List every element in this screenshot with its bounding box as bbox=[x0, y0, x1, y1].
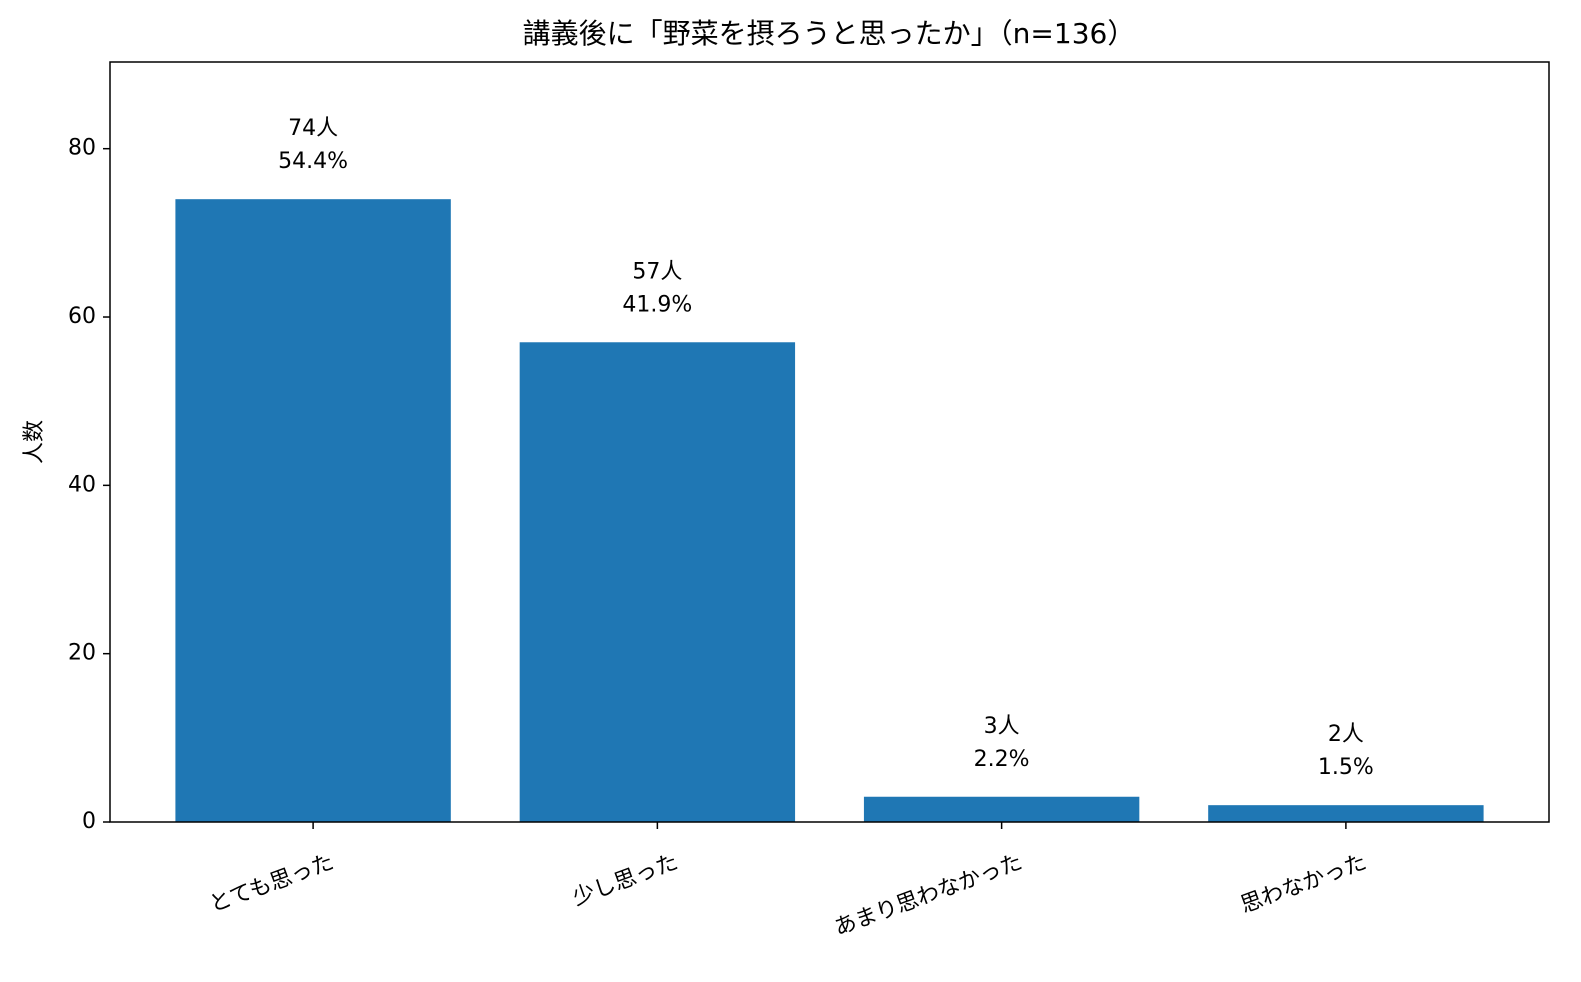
x-tick-label: 少し思った bbox=[570, 850, 682, 911]
percentage-label: 41.9% bbox=[622, 292, 692, 317]
value-label: 74人 bbox=[288, 116, 338, 141]
x-tick-label: とても思った bbox=[206, 850, 337, 918]
x-tick-label: あまり思わなかった bbox=[831, 850, 1026, 941]
chart-title: 講義後に「野菜を摂ろうと思ったか」（n=136） bbox=[523, 17, 1136, 50]
bar bbox=[519, 342, 796, 822]
bar bbox=[863, 796, 1140, 822]
y-tick-label: 0 bbox=[82, 809, 96, 834]
percentage-label: 2.2% bbox=[974, 747, 1030, 772]
value-label: 57人 bbox=[632, 259, 682, 284]
x-tick-label: 思わなかった bbox=[1237, 850, 1370, 919]
bar bbox=[1208, 805, 1484, 822]
value-label: 3人 bbox=[984, 714, 1020, 739]
y-tick-label: 40 bbox=[68, 472, 96, 497]
percentage-label: 54.4% bbox=[278, 149, 348, 174]
bar bbox=[175, 199, 451, 823]
plot-frame bbox=[109, 61, 1550, 823]
y-tick-label: 80 bbox=[68, 136, 96, 161]
y-tick-label: 20 bbox=[68, 641, 96, 666]
percentage-label: 1.5% bbox=[1318, 755, 1374, 780]
y-tick-label: 60 bbox=[68, 304, 96, 329]
value-label: 2人 bbox=[1328, 722, 1364, 747]
y-axis-label: 人数 bbox=[22, 420, 47, 464]
